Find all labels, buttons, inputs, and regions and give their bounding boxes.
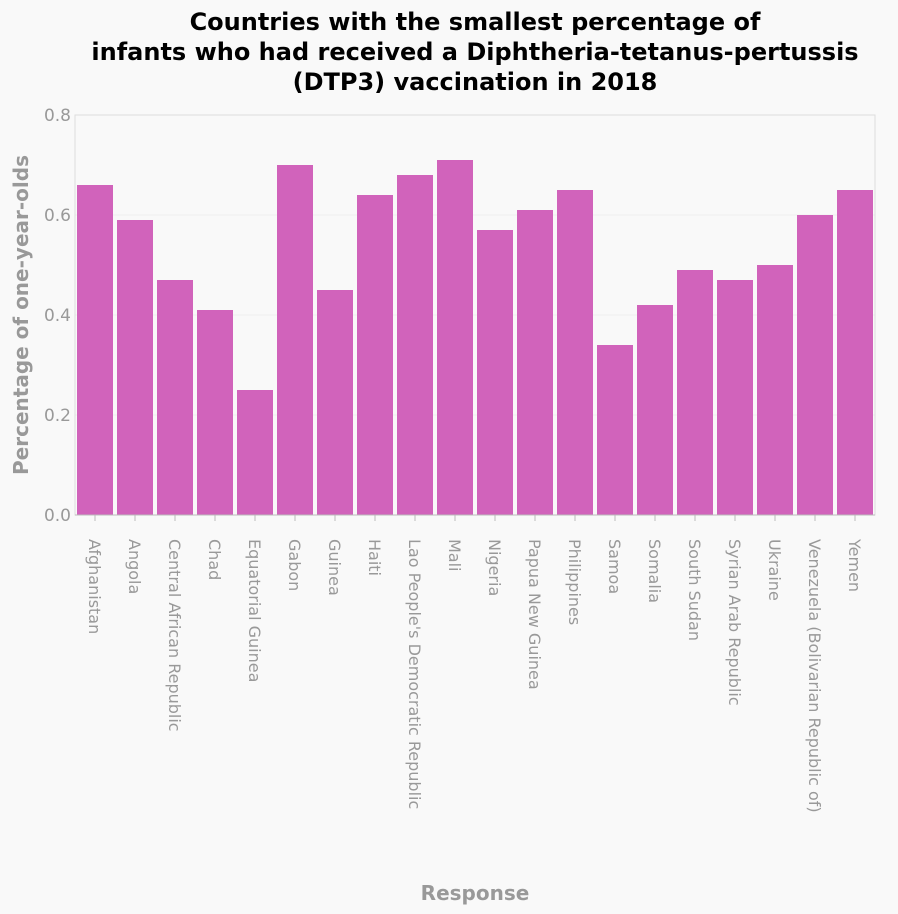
bar xyxy=(437,160,473,515)
bar xyxy=(357,195,393,515)
bar xyxy=(797,215,833,515)
x-tick-label: Guinea xyxy=(325,539,344,596)
x-axis-ticks: Afghanistan Angola Central African Republi… xyxy=(85,515,864,813)
bar xyxy=(557,190,593,515)
bar xyxy=(397,175,433,515)
x-tick-label: Haiti xyxy=(365,539,384,576)
chart-title-line-2: infants who had received a Diphtheria-te… xyxy=(91,38,858,66)
bar xyxy=(637,305,673,515)
bar xyxy=(237,390,273,515)
x-tick-label: Samoa xyxy=(605,539,624,594)
bars xyxy=(77,160,873,515)
x-tick-label: Equatorial Guinea xyxy=(245,539,264,682)
bar xyxy=(517,210,553,515)
bar xyxy=(117,220,153,515)
x-axis-title: Response xyxy=(421,881,530,905)
x-tick-label: Nigeria xyxy=(485,539,504,596)
x-tick-label: Venezuela (Bolivarian Republic of) xyxy=(805,539,824,813)
x-tick-label: Afghanistan xyxy=(85,539,104,634)
bar xyxy=(837,190,873,515)
x-tick-label: Angola xyxy=(125,539,144,594)
y-tick-label: 0.8 xyxy=(44,106,71,126)
bar xyxy=(477,230,513,515)
x-tick-label: Mali xyxy=(445,539,464,572)
x-tick-label: South Sudan xyxy=(685,539,704,641)
x-tick-label: Ukraine xyxy=(765,539,784,601)
y-axis-title: Percentage of one-year-olds xyxy=(9,155,33,475)
y-axis-ticks: 0.0 0.2 0.4 0.6 0.8 xyxy=(44,106,71,526)
y-tick-label: 0.6 xyxy=(44,206,71,226)
bar xyxy=(277,165,313,515)
x-tick-label: Syrian Arab Republic xyxy=(725,539,744,706)
y-tick-label: 0.4 xyxy=(44,306,71,326)
x-tick-label: Chad xyxy=(205,539,224,580)
y-tick-label: 0.0 xyxy=(44,506,71,526)
bar xyxy=(717,280,753,515)
bar xyxy=(597,345,633,515)
gridlines xyxy=(75,214,875,416)
bar xyxy=(757,265,793,515)
chart-title-line-3: (DTP3) vaccination in 2018 xyxy=(293,68,658,96)
x-tick-label: Philippines xyxy=(565,539,584,625)
bar xyxy=(197,310,233,515)
y-tick-label: 0.2 xyxy=(44,406,71,426)
chart-title-line-1: Countries with the smallest percentage o… xyxy=(190,8,761,36)
bar xyxy=(77,185,113,515)
bar xyxy=(157,280,193,515)
x-tick-label: Somalia xyxy=(645,539,664,603)
bar xyxy=(317,290,353,515)
x-tick-label: Central African Republic xyxy=(165,539,184,732)
x-tick-label: Lao People's Democratic Republic xyxy=(405,539,424,809)
x-tick-label: Gabon xyxy=(285,539,304,591)
x-tick-label: Yemen xyxy=(845,538,864,592)
x-tick-label: Papua New Guinea xyxy=(525,539,544,690)
bar xyxy=(677,270,713,515)
